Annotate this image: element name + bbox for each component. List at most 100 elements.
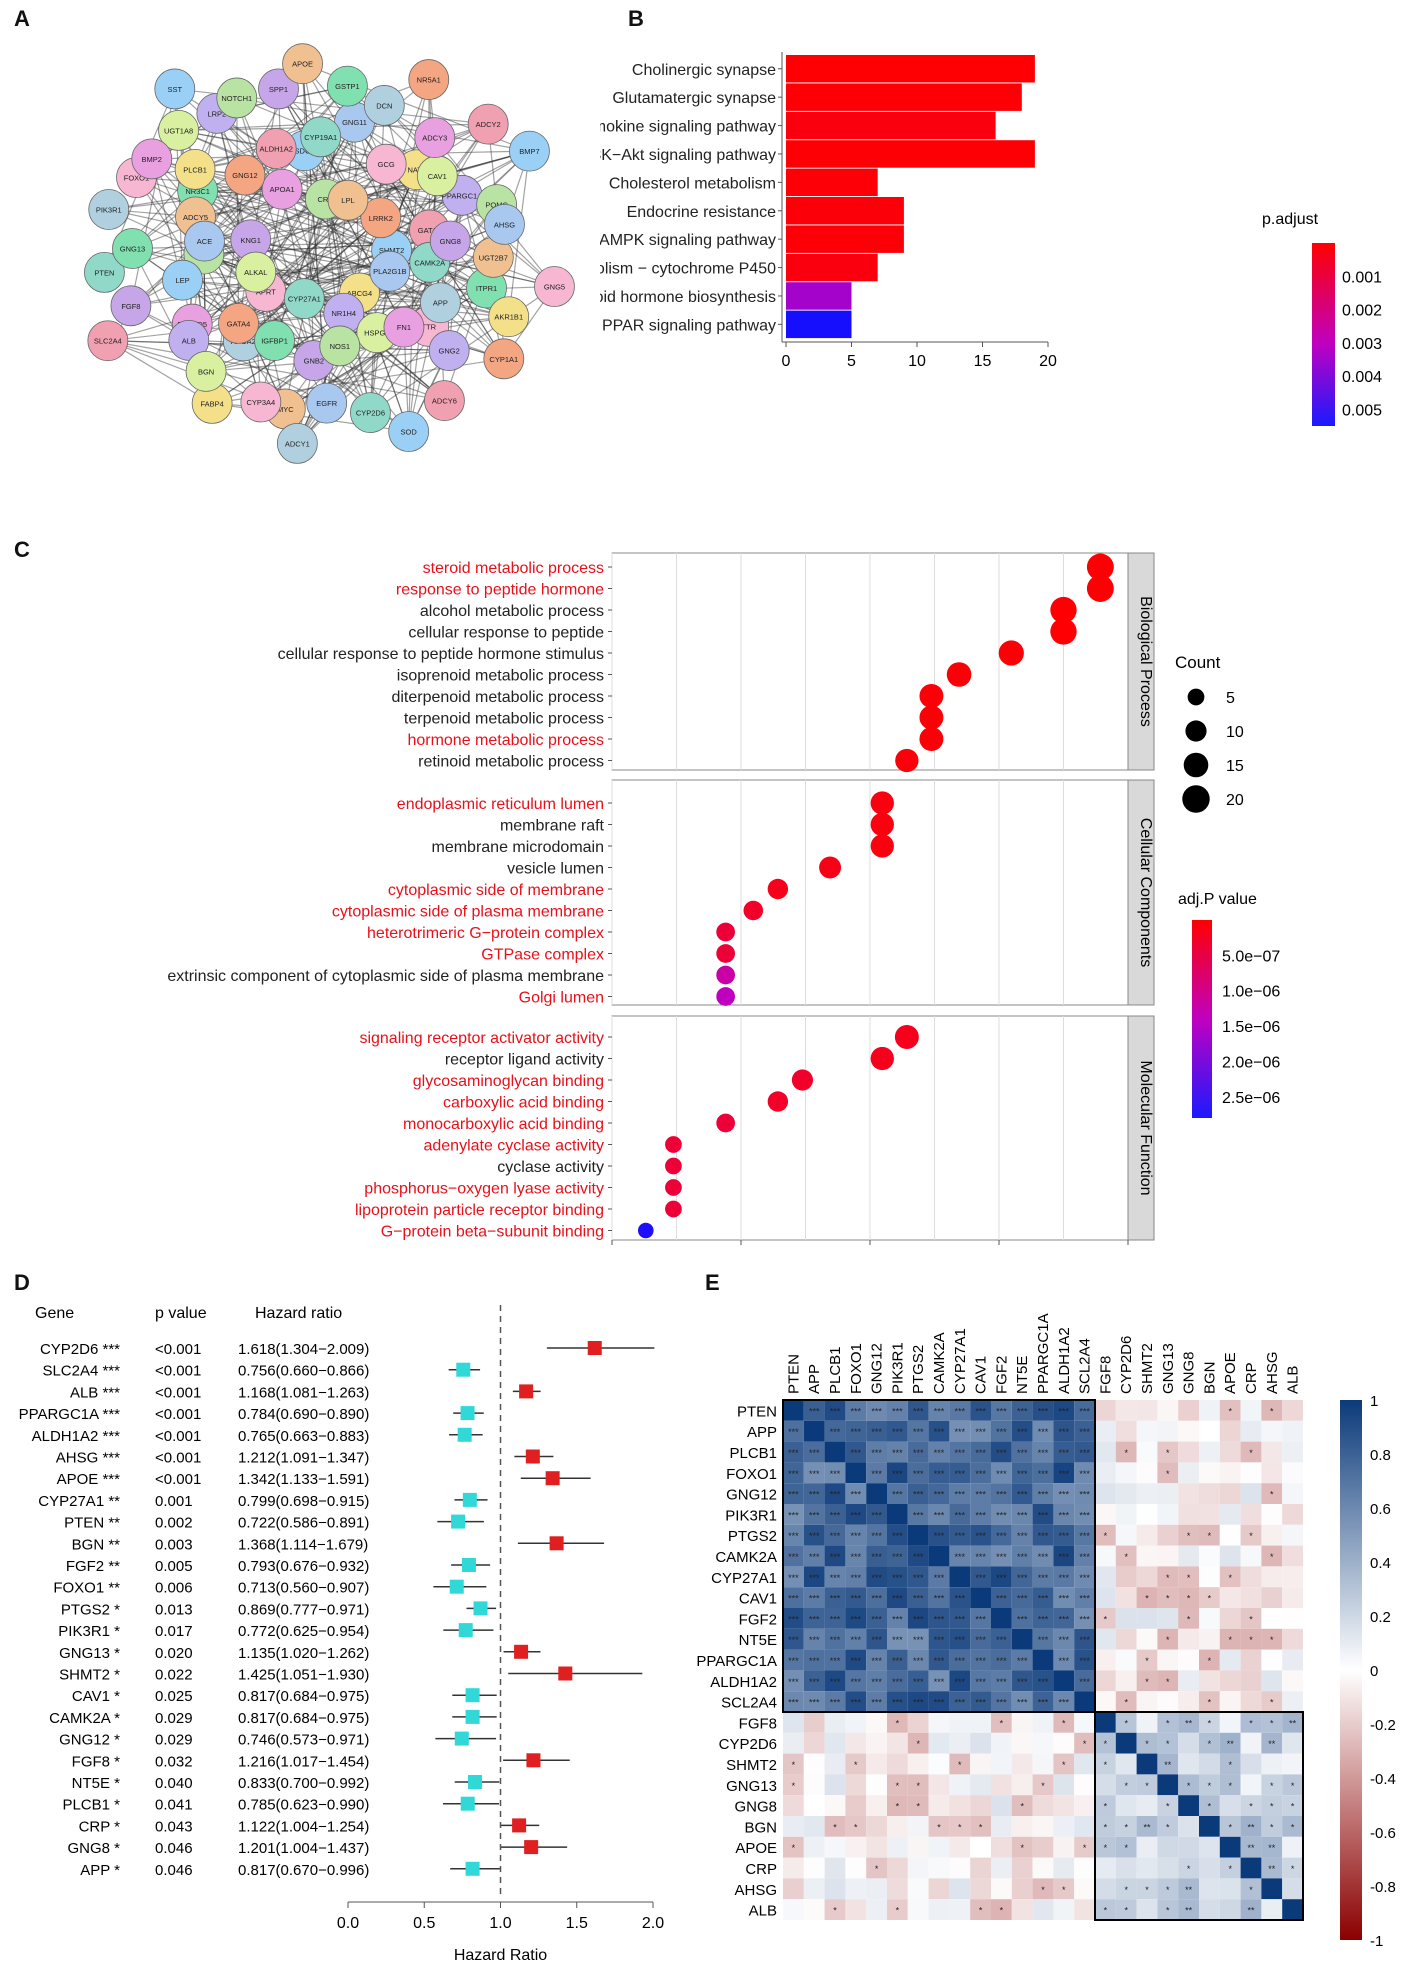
e-cell-stars: * — [1104, 1906, 1108, 1916]
network-node-circle — [218, 302, 259, 344]
e-cell-stars: *** — [934, 1531, 945, 1541]
network-node-circle — [87, 320, 129, 362]
e-cell — [1115, 1795, 1137, 1816]
e-cell — [991, 1836, 1012, 1858]
e-cell — [866, 1795, 887, 1816]
e-cell — [1095, 1483, 1116, 1504]
c-term-label: lipoprotein particle receptor binding — [355, 1202, 604, 1219]
network-node-label: FOXO1 — [124, 174, 149, 183]
e-cell-stars: *** — [1059, 1427, 1070, 1437]
e-cell — [1178, 1732, 1199, 1754]
e-cell — [803, 1587, 825, 1608]
b-legend-tick-label: 0.003 — [1342, 336, 1382, 353]
e-cell — [1178, 1774, 1199, 1796]
network-node-circle — [388, 411, 430, 452]
e-cell — [928, 1462, 950, 1484]
e-cell — [949, 1753, 971, 1775]
e-cell — [845, 1899, 867, 1920]
e-cell — [1074, 1524, 1095, 1546]
c-term-label: cellular response to peptide — [408, 625, 604, 642]
e-cell — [1053, 1441, 1075, 1463]
network-node: CYP3A4 — [240, 381, 282, 423]
e-cell — [1074, 1608, 1095, 1629]
e-cell — [1261, 1836, 1283, 1858]
e-cell — [991, 1441, 1012, 1463]
b-legend-title: p.adjust — [1262, 211, 1319, 228]
e-cell — [970, 1420, 991, 1442]
e-cell — [1011, 1712, 1033, 1733]
e-cell-stars: *** — [851, 1531, 862, 1541]
e-cell-stars: * — [1145, 1677, 1149, 1687]
b-bar — [786, 140, 1035, 168]
c-dot — [998, 640, 1024, 666]
e-row-label: CYP27A1 — [711, 1570, 777, 1587]
e-cell — [1095, 1753, 1116, 1775]
e-cell-stars: *** — [892, 1656, 903, 1666]
c-term-label: signaling receptor activator activity — [359, 1030, 604, 1047]
e-cell-stars: *** — [788, 1614, 799, 1624]
e-cell-stars: *** — [1059, 1614, 1070, 1624]
e-cell — [949, 1816, 971, 1837]
e-cell — [1240, 1732, 1262, 1754]
e-cell — [803, 1732, 825, 1754]
network-node-label: GATA3 — [418, 226, 441, 235]
e-cell — [1219, 1691, 1241, 1712]
network-node-circle — [112, 228, 153, 269]
network-node-circle — [306, 382, 348, 424]
b-category-label: AMPK signaling pathway — [600, 232, 776, 249]
c-dot — [870, 834, 894, 858]
e-cell-stars: *** — [955, 1427, 966, 1437]
e-cell — [1032, 1420, 1054, 1442]
e-cell-stars: *** — [955, 1531, 966, 1541]
d-gene-label: APOE *** — [57, 1471, 121, 1488]
network-node-label: FABP4 — [200, 399, 223, 408]
e-cell-stars: *** — [809, 1635, 820, 1645]
network-node: BGN — [185, 350, 227, 392]
e-cell-stars: * — [916, 1802, 920, 1812]
e-legend-tick-label: 0.4 — [1370, 1555, 1391, 1572]
network-node-circle — [327, 65, 368, 107]
e-cell — [1240, 1420, 1262, 1442]
e-cell-stars: *** — [1017, 1677, 1028, 1687]
e-cell — [1240, 1441, 1262, 1463]
d-hr-marker — [461, 1558, 476, 1572]
e-cell-stars: *** — [809, 1448, 820, 1458]
d-x-tick-label: 2.0 — [642, 1915, 664, 1932]
d-hr-text: 0.756(0.660−0.866) — [238, 1363, 369, 1380]
e-cell-stars: * — [1020, 1802, 1024, 1812]
e-cell — [1219, 1878, 1241, 1900]
network-node-circle — [158, 110, 199, 151]
e-cell — [970, 1483, 991, 1504]
e-cell — [1199, 1899, 1220, 1920]
e-cell — [1053, 1462, 1075, 1484]
d-hr-marker — [465, 1861, 480, 1876]
e-cell — [1199, 1857, 1220, 1879]
e-cell — [1157, 1878, 1179, 1900]
e-cell — [1136, 1649, 1158, 1671]
e-cell-stars: * — [1083, 1843, 1087, 1853]
e-cell — [1074, 1587, 1095, 1608]
e-cell — [1178, 1857, 1199, 1879]
e-cell — [1032, 1836, 1054, 1858]
e-cell — [1032, 1712, 1054, 1733]
e-cell — [1032, 1753, 1054, 1775]
e-cell — [907, 1566, 929, 1588]
c-dot — [919, 705, 944, 730]
e-cell — [1282, 1836, 1303, 1858]
e-cell — [1199, 1587, 1220, 1608]
e-cell-stars: * — [1270, 1552, 1274, 1562]
e-cell — [1053, 1816, 1075, 1837]
e-cell — [1282, 1649, 1303, 1671]
e-cell-stars: *** — [892, 1594, 903, 1604]
network-node: LPL — [327, 179, 369, 221]
e-cell — [887, 1795, 908, 1816]
e-cell-stars: ** — [1247, 1906, 1255, 1916]
network-node-label: ALDH1A2 — [260, 145, 293, 154]
network-node-label: MYC — [277, 405, 294, 414]
d-p-value: <0.001 — [155, 1428, 201, 1445]
e-cell-stars: * — [833, 1822, 837, 1832]
e-cell — [1115, 1628, 1137, 1650]
c-term-label: steroid metabolic process — [423, 560, 604, 577]
network-node-label: NR1H4 — [332, 309, 357, 318]
network-node-circle — [235, 251, 277, 293]
